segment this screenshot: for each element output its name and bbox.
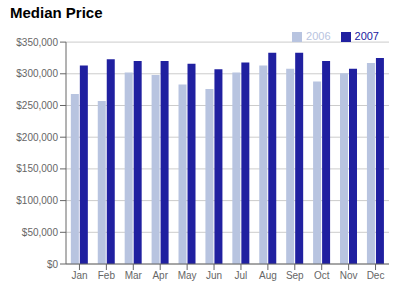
svg-text:Sep: Sep — [286, 270, 304, 281]
svg-text:$0: $0 — [47, 259, 59, 270]
html-text:Median Price: Median Price — [10, 4, 103, 21]
svg-text:Dec: Dec — [367, 270, 385, 281]
html-text:2007: 2007 — [354, 30, 379, 42]
svg-text:Jan: Jan — [71, 270, 87, 281]
svg-text:$200,000: $200,000 — [16, 132, 58, 143]
svg-text:$300,000: $300,000 — [16, 68, 58, 79]
svg-text:Mar: Mar — [125, 270, 143, 281]
svg-text:Oct: Oct — [314, 270, 330, 281]
svg-text:Apr: Apr — [152, 270, 168, 281]
html-text:2006: 2006 — [306, 30, 331, 42]
svg-text:Jul: Jul — [235, 270, 248, 281]
svg-text:Aug: Aug — [259, 270, 277, 281]
svg-text:$350,000: $350,000 — [16, 37, 58, 48]
svg-text:$150,000: $150,000 — [16, 163, 58, 174]
svg-text:$250,000: $250,000 — [16, 100, 58, 111]
svg-text:Feb: Feb — [98, 270, 116, 281]
svg-text:Nov: Nov — [340, 270, 358, 281]
svg-text:$50,000: $50,000 — [22, 227, 59, 238]
svg-text:Jun: Jun — [206, 270, 222, 281]
svg-text:May: May — [178, 270, 197, 281]
svg-text:$100,000: $100,000 — [16, 195, 58, 206]
